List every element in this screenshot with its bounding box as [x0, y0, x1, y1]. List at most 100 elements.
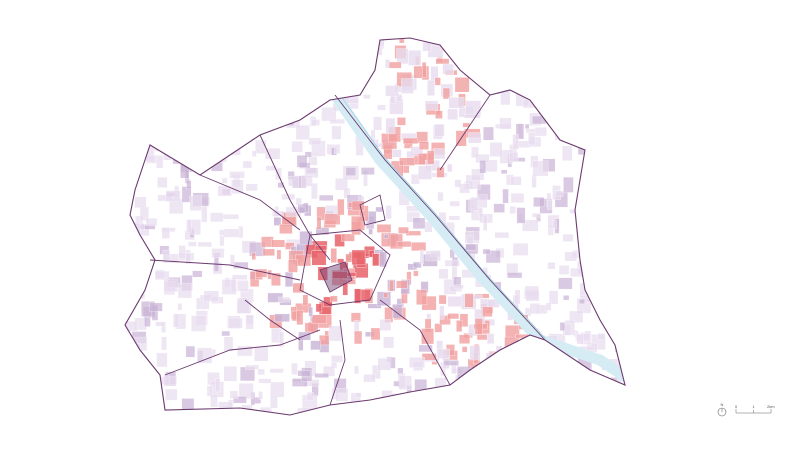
land-parcel	[461, 346, 468, 353]
land-parcel	[376, 224, 392, 233]
land-parcel	[292, 282, 305, 293]
land-parcel	[419, 249, 424, 265]
land-parcel	[416, 131, 429, 144]
land-parcel	[177, 282, 192, 299]
land-parcel	[590, 189, 599, 197]
land-parcel	[289, 42, 306, 49]
land-parcel	[402, 137, 418, 145]
land-parcel	[437, 191, 444, 202]
land-parcel	[618, 275, 625, 281]
land-parcel	[383, 336, 395, 349]
land-parcel	[622, 120, 625, 131]
land-parcel	[218, 401, 233, 409]
land-parcel	[553, 379, 561, 385]
land-parcel	[310, 340, 321, 351]
land-parcel	[274, 313, 290, 323]
land-parcel	[125, 320, 138, 332]
land-parcel	[125, 401, 141, 415]
land-parcel	[329, 118, 345, 124]
land-parcel	[520, 43, 526, 50]
land-parcel	[575, 383, 585, 389]
district-boundary	[299, 229, 391, 306]
land-parcel	[532, 393, 549, 409]
district-boundary	[379, 299, 451, 386]
land-parcel	[372, 364, 381, 380]
land-parcel	[577, 139, 590, 156]
land-parcel	[412, 217, 426, 229]
land-parcel	[467, 381, 483, 397]
land-parcel	[183, 148, 193, 162]
land-parcel	[163, 374, 170, 387]
land-parcel	[333, 406, 347, 415]
land-parcel	[133, 254, 141, 267]
land-parcel	[328, 68, 345, 76]
land-parcel	[626, 360, 631, 366]
land-parcel	[470, 197, 480, 211]
land-parcel	[396, 93, 403, 102]
land-parcel	[512, 243, 529, 256]
land-parcel	[291, 378, 308, 387]
land-parcel	[163, 278, 179, 293]
land-parcel	[600, 267, 609, 276]
land-parcel	[548, 290, 559, 305]
land-parcel	[422, 41, 432, 52]
land-parcel	[483, 126, 494, 141]
land-parcel	[360, 167, 375, 175]
land-parcel	[308, 306, 313, 317]
land-parcel	[254, 345, 269, 362]
district-boundaries	[149, 94, 546, 406]
land-parcel	[596, 90, 602, 97]
land-parcel	[498, 367, 513, 378]
land-parcel	[223, 121, 236, 137]
land-parcel	[546, 378, 562, 389]
land-parcel	[377, 104, 386, 111]
land-parcel	[125, 359, 138, 370]
land-parcel	[299, 231, 313, 245]
land-parcel	[597, 333, 606, 340]
land-parcel	[249, 92, 263, 98]
land-parcel	[293, 90, 310, 106]
land-parcel	[469, 345, 481, 361]
land-parcel	[195, 120, 203, 126]
land-parcel	[622, 290, 625, 296]
land-parcel	[125, 105, 131, 121]
land-parcel	[607, 410, 617, 415]
land-parcel	[279, 331, 285, 348]
land-parcel	[160, 89, 170, 97]
land-parcel	[223, 336, 234, 352]
land-parcel	[561, 145, 573, 161]
land-parcel	[435, 110, 443, 119]
land-parcel	[291, 56, 297, 70]
land-parcel	[499, 396, 507, 404]
land-parcel	[583, 207, 600, 220]
district-boundary	[259, 134, 331, 261]
land-parcel	[332, 68, 342, 84]
land-parcel	[218, 57, 231, 67]
land-parcel	[145, 217, 158, 226]
land-parcel	[295, 124, 310, 140]
land-parcel	[411, 241, 427, 252]
land-parcel	[295, 197, 302, 206]
land-parcel	[165, 190, 181, 202]
land-parcel	[186, 180, 192, 189]
land-parcel	[229, 171, 245, 179]
land-parcel	[219, 235, 225, 247]
land-parcel	[256, 129, 263, 135]
land-parcel	[467, 42, 480, 52]
land-parcel	[544, 42, 560, 56]
land-parcel	[617, 183, 623, 191]
land-parcel	[524, 123, 530, 130]
land-parcel	[460, 420, 468, 429]
land-parcel	[354, 414, 360, 415]
land-parcel	[434, 123, 445, 137]
land-parcel	[221, 279, 237, 295]
land-parcel	[389, 279, 394, 292]
land-parcel	[223, 365, 238, 382]
land-parcel	[196, 104, 207, 121]
land-parcel	[443, 360, 459, 366]
land-parcel	[482, 214, 488, 231]
land-parcel	[155, 321, 166, 327]
land-parcel	[337, 198, 345, 216]
